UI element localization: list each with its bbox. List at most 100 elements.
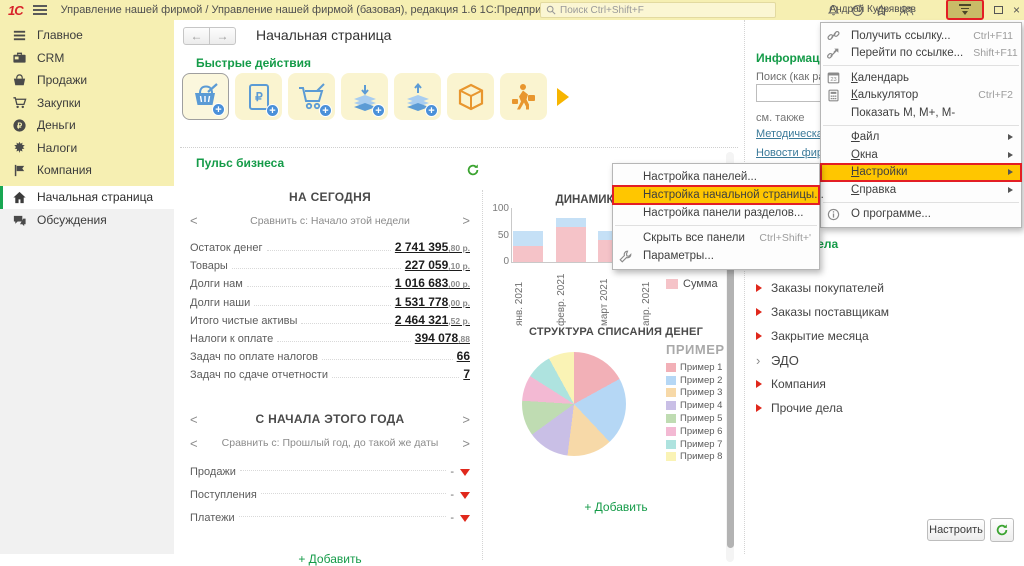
y-tick: 100 [492,203,509,214]
sidebar-item-home[interactable]: Начальная страница [0,185,174,209]
todo-item[interactable]: › ЭДО [756,353,799,368]
compare-label[interactable]: Сравнить с: Начало этой недели [250,214,410,227]
compare-prev-button[interactable]: < [190,435,198,451]
stat-value[interactable]: 2 464 321,52 р. [394,312,470,327]
quick-action-order[interactable]: + [288,73,335,120]
menu-item-help[interactable]: Справка [821,181,1021,199]
quick-action-courier[interactable] [500,73,547,120]
stat-value[interactable]: 66 [456,349,470,364]
compare-prev-button[interactable]: < [190,213,198,228]
service-menu: Получить ссылку... Ctrl+F11 Перейти по сс… [820,22,1022,228]
compare-label[interactable]: Сравнить с: Прошлый год, до такой же дат… [221,437,439,449]
pie-legend: ПРИМЕР Пример 1 Пример 2 Пример 3 Пример… [666,342,725,463]
todo-item[interactable]: Компания [756,377,826,391]
submenu-item-parameters[interactable]: Параметры... [613,247,819,265]
sidebar-item-label: Главное [37,28,83,43]
ytd-next-button[interactable]: > [462,411,470,427]
service-menu-button[interactable] [946,0,984,20]
refresh-icon[interactable] [466,163,480,177]
stat-value[interactable]: 1 016 683,00 р. [394,276,470,291]
submenu-item-hide-panels[interactable]: Скрыть все панели Ctrl+Shift+' [643,232,811,244]
trend-down-icon[interactable] [460,491,470,499]
svg-text:23: 23 [830,77,836,83]
todo-item[interactable]: Закрытие месяца [756,329,869,343]
quick-action-cash-in[interactable]: + [341,73,388,120]
quick-action-cash-out[interactable]: + [394,73,441,120]
legend-item: Пример 2 [666,374,725,387]
nav-back-button[interactable]: ← [183,27,210,45]
sidebar-item-money[interactable]: ₽ Деньги [0,114,174,137]
home-icon [13,191,26,203]
quick-action-sale[interactable]: + [182,73,229,120]
menu-item-show-m[interactable]: Показать М, М+, М- [851,106,956,119]
todo-item[interactable]: Прочие дела [756,401,843,415]
sidebar-item-label: Продажи [37,73,88,88]
sidebar-item-discussions[interactable]: Обсуждения [0,209,174,232]
chevron-down-icon [962,11,968,15]
y-axis [511,208,512,262]
bell-icon[interactable] [827,4,840,17]
scrollbar[interactable] [726,152,734,562]
menu-item-goto-link[interactable]: Перейти по ссылке... Shift+F11 [821,45,1021,63]
quick-action-invoice[interactable]: ₽ + [235,73,282,120]
nav-forward-button[interactable]: → [209,27,236,45]
menu-item-file[interactable]: Файл [821,129,1021,147]
stat-row: Итого чистые активы 2 464 321,52 р. [190,313,470,331]
sidebar-item-taxes[interactable]: Налоги [0,137,174,160]
legend-item: Пример 4 [666,399,725,412]
menu-item-get-link[interactable]: Получить ссылку... Ctrl+F11 [821,27,1021,45]
scrollbar-thumb[interactable] [726,218,734,548]
configure-button[interactable]: Настроить [927,519,985,541]
sidebar-item-main[interactable]: Главное [0,24,174,47]
user-name[interactable]: Андрей Кудрявцев [829,4,916,15]
company-news-link[interactable]: Новости фирмы [756,147,839,159]
stat-row: Налоги к оплате 394 078,88 [190,331,470,349]
chart-legend: Сумма [666,278,718,290]
ruble-icon: ₽ [13,119,26,132]
stat-label: Задач по сдаче отчетности [190,369,328,382]
todo-item[interactable]: Заказы покупателей [756,281,884,295]
stat-value[interactable]: 394 078,88 [414,330,470,345]
refresh-button[interactable] [990,518,1014,542]
stat-value: - [450,489,454,501]
ytd-row: Платежи - [190,507,470,530]
submenu-arrow-icon [1008,134,1013,141]
menu-item-calendar[interactable]: 23 Календарь [821,69,1021,87]
menu-item-about[interactable]: О программе... [821,206,1021,224]
search-icon [546,5,556,15]
menu-item-windows[interactable]: Окна [821,146,1021,164]
basket-plus-icon [194,82,218,105]
history-icon[interactable] [851,4,864,17]
global-search-input[interactable]: Поиск Ctrl+Shift+F [540,2,776,18]
sidebar-item-sales[interactable]: Продажи [0,69,174,92]
people-icon[interactable] [899,4,914,17]
submenu-item-panels-setup[interactable]: Настройка панелей... [643,171,757,183]
menu-separator [823,201,1019,203]
goto-link-icon [827,48,839,59]
stat-value[interactable]: 2 741 395,80 р. [394,240,470,254]
ytd-prev-button[interactable]: < [190,411,198,427]
sidebar-item-crm[interactable]: CRM [0,47,174,70]
sidebar-item-purchases[interactable]: Закупки [0,92,174,115]
close-button[interactable]: × [1012,3,1020,17]
stat-value[interactable]: 7 [463,367,470,382]
trend-down-icon[interactable] [460,468,470,476]
menu-item-settings[interactable]: Настройки [820,162,1022,182]
todo-item[interactable]: Заказы поставщикам [756,305,889,319]
stat-value[interactable]: 227 059,10 р. [404,258,470,273]
sidebar-item-company[interactable]: Компания [0,159,174,182]
trend-down-icon[interactable] [460,514,470,522]
maximize-button[interactable] [993,6,1003,14]
compare-next-button[interactable]: > [462,213,470,228]
stat-value[interactable]: 1 531 778,00 р. [394,294,470,309]
submenu-item-home-page-setup[interactable]: Настройка начальной страницы... [612,185,824,205]
submenu-item-sections-panel-setup[interactable]: Настройка панели разделов... [643,207,804,219]
menu-item-calculator[interactable]: Калькулятор Ctrl+F2 [821,87,1021,105]
star-icon[interactable] [875,3,888,17]
stat-label: Платежи [190,512,235,524]
add-indicator-button[interactable]: + Добавить [584,500,648,514]
main-menu-icon[interactable] [32,5,47,15]
compare-next-button[interactable]: > [462,435,470,451]
more-arrow-icon[interactable] [557,87,569,106]
quick-action-goods[interactable] [447,73,494,120]
